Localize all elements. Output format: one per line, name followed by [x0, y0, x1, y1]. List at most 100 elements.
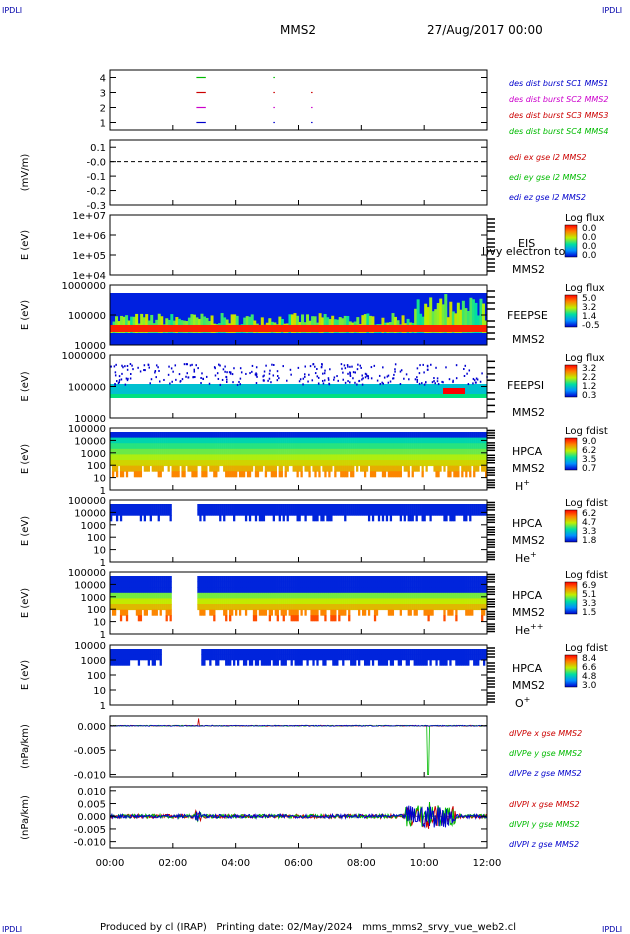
spectrogram-cell [360, 604, 363, 611]
spectrogram-cell [268, 587, 272, 594]
spectrogram-cell [407, 587, 410, 594]
spectrogram-cell [274, 504, 277, 511]
spectrogram-cell [316, 437, 319, 444]
spectrogram-cell [229, 598, 232, 605]
spectrogram-cell [436, 303, 440, 333]
spectrogram-cell [304, 592, 307, 599]
spectrogram-cell [167, 373, 170, 376]
spectrogram-cell [143, 576, 147, 583]
spectrogram-cell [119, 465, 123, 472]
spectrogram-cell [266, 587, 270, 594]
spectrogram-cell [290, 609, 293, 616]
spectrogram-cell [181, 443, 184, 450]
spectrogram-cell [320, 598, 323, 605]
spectrogram-cell [129, 377, 132, 380]
spectrogram-cell [127, 443, 131, 450]
spectrogram-cell [139, 465, 143, 472]
spectrogram-cell [407, 504, 410, 511]
spectrogram-cell [167, 460, 170, 467]
spectrogram-cell [411, 598, 414, 605]
spectrogram-cell [133, 581, 137, 588]
spectrogram-cell [350, 592, 353, 599]
spectrogram-cell [248, 598, 252, 605]
spectrogram-cell [403, 598, 406, 605]
spectrogram-cell [139, 370, 142, 373]
spectrogram-cell [143, 654, 147, 661]
spectrogram-cell [129, 454, 133, 461]
spectrogram-cell [338, 576, 341, 583]
spectrogram-cell [471, 448, 474, 455]
spectrogram-cell [322, 443, 325, 450]
spectrogram-cell [110, 654, 113, 661]
spectrogram-cell [387, 592, 391, 599]
spectrogram-cell [377, 460, 381, 467]
spectrogram-cell [189, 454, 192, 461]
spectrogram-cell [451, 598, 454, 605]
spectrogram-cell [328, 437, 331, 444]
spectrogram-cell [268, 615, 272, 622]
spectrogram-cell [129, 448, 133, 455]
spectrogram-cell [320, 454, 323, 461]
spectrogram-cell [161, 604, 164, 611]
spectrogram-cell [254, 576, 258, 583]
spectrogram-cell [276, 581, 279, 588]
spectrogram-cell [350, 654, 353, 661]
spectrogram-cell [360, 509, 363, 516]
spectrogram-cell [363, 443, 367, 450]
spectrogram-cell [282, 576, 285, 583]
spectrogram-cell [469, 297, 473, 333]
spectrogram-cell [147, 454, 150, 461]
spectrogram-cell [365, 649, 369, 655]
spectrogram-cell [334, 598, 337, 605]
spectrogram-cell [379, 454, 383, 461]
spectrogram-cell [395, 592, 399, 599]
spectrogram-cell [133, 504, 137, 511]
spectrogram-cell [481, 654, 484, 661]
spectrogram-cell [328, 382, 330, 385]
time-tick-label: 12:00 [473, 858, 502, 869]
spectrogram-cell [431, 509, 434, 516]
spectrogram-cell [387, 374, 390, 377]
spectrogram-cell [445, 460, 448, 467]
spectrogram-cell [133, 448, 137, 455]
spectrogram-cell [334, 576, 337, 583]
spectrogram-cell [262, 581, 266, 588]
spectrogram-cell [191, 363, 193, 366]
spectrogram-cell [443, 504, 446, 511]
spectrogram-cell [296, 654, 299, 661]
spectrogram-cell [294, 465, 297, 472]
spectrogram-cell [361, 592, 365, 599]
spectrogram-cell [153, 592, 156, 599]
spectrogram-cell [324, 609, 327, 616]
y-tick-label: 10000 [74, 414, 106, 425]
spectrogram-cell [248, 592, 252, 599]
hpca_o-species-label: O+ [515, 695, 530, 710]
spectrogram-cell [421, 432, 424, 439]
spectrogram-cell [117, 382, 120, 385]
spectrogram-cell [419, 437, 422, 444]
spectrogram-cell [318, 587, 321, 594]
spectrogram-cell [131, 437, 135, 444]
spectrogram-cell [236, 581, 240, 588]
spectrogram-cell [358, 592, 361, 599]
spectrogram-cell [240, 443, 244, 450]
spectrogram-cell [351, 365, 353, 368]
spectrogram-cell [177, 454, 180, 461]
spectrogram-cell [213, 587, 216, 594]
spectrogram-cell [479, 654, 482, 661]
spectrogram-cell [346, 471, 349, 478]
spectrogram-cell [415, 509, 418, 516]
spectrogram-cell [209, 576, 212, 583]
spectrogram-cell [300, 659, 303, 666]
spectrogram-cell [183, 448, 186, 455]
spectrogram-cell [219, 576, 222, 583]
spectrogram-cell [254, 373, 257, 376]
spectrogram-cell [360, 366, 362, 369]
spectrogram-cell [258, 604, 262, 611]
spectrogram-cell [375, 437, 379, 444]
spectrogram-cell [240, 460, 244, 467]
spectrogram-cell [429, 448, 432, 455]
legend-entry: edi ey gse l2 MMS2 [509, 173, 587, 182]
spectrogram-cell [231, 504, 234, 511]
spectrogram-cell [318, 598, 321, 605]
